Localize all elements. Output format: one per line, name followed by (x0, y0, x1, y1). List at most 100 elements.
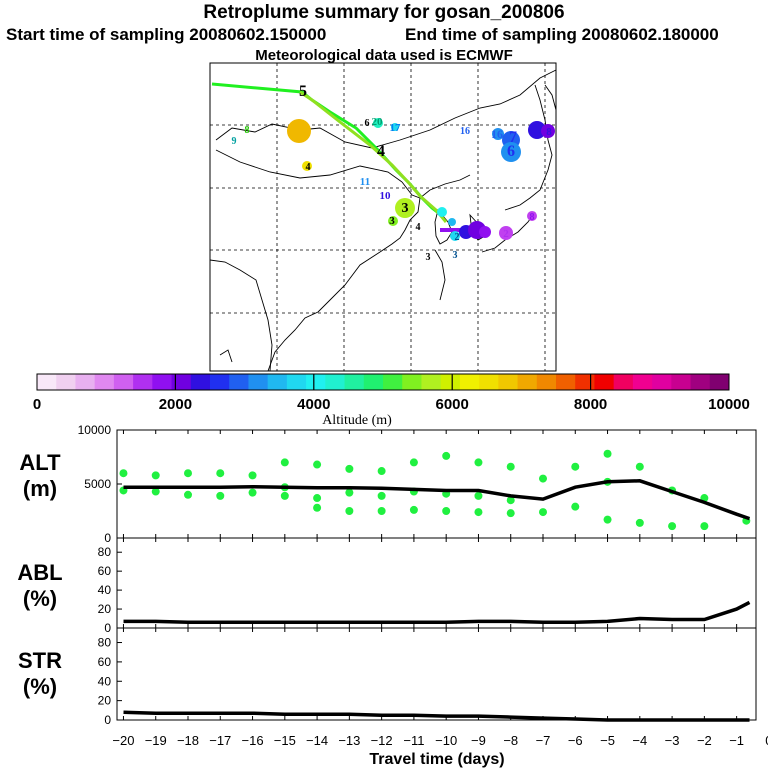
plume-particle-point (668, 522, 677, 531)
colorbar-swatch (56, 374, 76, 390)
x-tick-label: −1 (729, 733, 744, 748)
plume-circle (501, 142, 521, 162)
y-tick-label: 80 (98, 545, 112, 559)
plume-particle-point (280, 491, 289, 500)
meteorological-data-text: Meteorological data used is ECMWF (255, 47, 513, 64)
colorbar-tick-label: 2000 (159, 396, 192, 413)
map-day-label: 3 (426, 252, 431, 263)
colorbar-tick-label: 6000 (436, 396, 469, 413)
map-day-label: 4 (377, 143, 385, 160)
x-tick-label: 0 (765, 733, 768, 748)
map-day-label: 9 (534, 123, 541, 138)
map-day-label: 4 (296, 126, 303, 141)
map-frame (209, 62, 557, 372)
colorbar-swatch (402, 374, 422, 390)
colorbar-swatch (671, 374, 692, 390)
y-tick-label: 10000 (78, 423, 112, 437)
plume-particle-point (571, 462, 580, 471)
x-tick-label: −17 (209, 733, 231, 748)
colorbar-swatch (133, 374, 153, 390)
plume-particle-point (506, 462, 515, 471)
abl-panel: ABL(%) 80 60 40 20 0 (17, 537, 757, 635)
plume-particle-point (377, 491, 386, 500)
colorbar-swatch (210, 374, 230, 390)
x-tick-label: −20 (112, 733, 134, 748)
colorbar-swatch (152, 374, 173, 390)
trajectory-lower (299, 90, 448, 223)
map-day-label: 8 (546, 126, 552, 138)
colorbar-swatch (344, 374, 365, 390)
colorbar-swatch (632, 374, 653, 390)
map-day-label: 10 (380, 190, 392, 202)
colorbar-swatch (690, 374, 711, 390)
colorbar-tick-label: 4000 (297, 396, 330, 413)
plume-particle-point (474, 458, 483, 467)
plume-particle-point (345, 464, 354, 473)
colorbar-swatch (37, 374, 57, 390)
colorbar-swatch (536, 374, 557, 390)
time-series-panels: ALT(m)1000050000ABL(%)806040200STR(%)806… (17, 423, 768, 768)
str-panel-unit: (%) (23, 674, 57, 699)
colorbar-swatch (248, 374, 269, 390)
colorbar-swatch (517, 374, 538, 390)
x-tick-label: −5 (600, 733, 615, 748)
colorbar-swatch (383, 374, 403, 390)
map-day-label: 4 (306, 162, 311, 173)
plume-particle-point (442, 507, 451, 515)
x-tick-label: −3 (665, 733, 680, 748)
y-tick-label: 60 (98, 655, 112, 669)
plume-particle-point (409, 505, 418, 514)
colorbar-swatch (113, 374, 134, 390)
colorbar-swatch (556, 374, 576, 390)
plume-circle (395, 198, 415, 218)
y-tick-label: 20 (98, 694, 112, 708)
map-day-label: 16 (460, 126, 470, 137)
plume-particle-point (345, 488, 354, 497)
plume-particle-point (151, 487, 160, 496)
colorbar-swatch (171, 374, 192, 390)
alt-panel-unit: (m) (23, 476, 57, 501)
x-tick-label: −18 (177, 733, 199, 748)
x-tick-label: −15 (274, 733, 296, 748)
plume-particle-point (442, 451, 451, 460)
plume-particle-point (474, 491, 483, 500)
plume-circle (499, 226, 513, 240)
alt-series-line (123, 479, 751, 521)
plume-circle (287, 119, 311, 143)
plume-circle (527, 211, 537, 221)
plume-particle-point (216, 491, 225, 500)
map-day-label: 17 (390, 122, 402, 134)
y-tick-label: 0 (104, 531, 111, 545)
abl-panel-label: ABL (17, 560, 62, 585)
plume-particle-point (184, 469, 192, 478)
x-tick-label: −11 (403, 733, 424, 748)
plume-particle-point (248, 471, 257, 480)
alt-panel-frame (116, 429, 757, 539)
map-day-label: 3 (389, 215, 395, 227)
plume-particle-point (635, 462, 644, 471)
plume-circle (437, 207, 447, 217)
colorbar-swatch (94, 374, 115, 390)
start-time-text: Start time of sampling 20080602.150000 (6, 25, 327, 44)
plume-circle (391, 123, 399, 131)
colorbar-swatch (325, 374, 346, 390)
str-series-line (123, 710, 750, 722)
plot-title: Retroplume summary for gosan_200806 (203, 2, 565, 23)
plume-particle-point (635, 518, 644, 527)
y-tick-label: 40 (98, 674, 112, 688)
colorbar-tick-label: 10000 (708, 396, 750, 413)
plume-particle-point (700, 522, 709, 531)
colorbar-swatch (229, 374, 249, 390)
colorbar-tick-label: 8000 (574, 396, 607, 413)
x-tick-label: −8 (503, 733, 518, 748)
plume-particle-point (539, 474, 547, 483)
x-tick-label: −19 (145, 733, 167, 748)
plume-circle (528, 121, 546, 139)
plume-particle-point (280, 458, 289, 467)
plume-circle (541, 124, 555, 138)
map-day-label: 5 (299, 83, 307, 100)
x-tick-label: −16 (242, 733, 264, 748)
